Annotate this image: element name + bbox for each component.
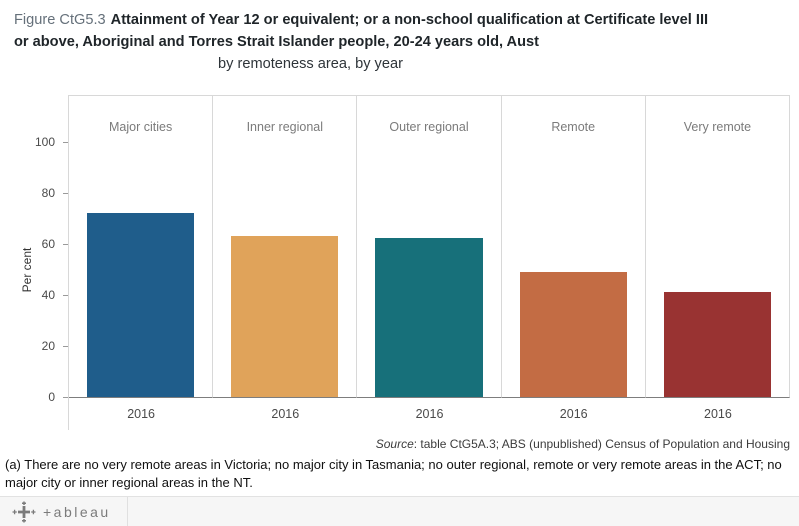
chart-subtitle: by remoteness area, by year [218, 56, 403, 72]
panel-major-cities: Major cities 2016 [69, 96, 214, 430]
panel-header: Very remote [646, 96, 791, 143]
panel-remote: Remote 2016 [501, 96, 646, 430]
panel-header: Major cities [69, 96, 214, 143]
bar-very-remote[interactable] [663, 292, 772, 397]
y-tick-label: 20 [41, 339, 69, 353]
panel-inner-regional: Inner regional 2016 [213, 96, 358, 430]
source-note: Source: table CtG5A.3; ABS (unpublished)… [376, 437, 790, 451]
y-axis-title: Per cent [20, 247, 34, 293]
y-tick-label: 80 [41, 186, 69, 200]
x-axis-label: 2016 [127, 407, 155, 421]
source-text: : table CtG5A.3; ABS (unpublished) Censu… [413, 437, 790, 451]
panel-body [69, 143, 214, 398]
x-axis-label: 2016 [704, 407, 732, 421]
panel-body [501, 143, 646, 398]
y-tick-label: 100 [34, 135, 69, 149]
panel-header: Inner regional [213, 96, 358, 143]
bar-remote[interactable] [519, 272, 627, 397]
x-axis-label: 2016 [271, 407, 300, 421]
y-tick-label: 0 [48, 390, 68, 404]
title-text-2: or above, Aboriginal and Torres Strait I… [14, 34, 539, 50]
figure-number: Figure CtG5.3 [14, 12, 106, 28]
footnote: (a) There are no very remote areas in Vi… [5, 457, 782, 490]
y-tick-label: 60 [41, 237, 69, 251]
source-label: Source [375, 437, 414, 451]
plot-area: Major cities 2016 Inner regional 2016 Outer … [68, 95, 791, 430]
y-axis: Per cent 0 20 40 60 80 100 [0, 95, 69, 404]
tableau-logo[interactable]: +ableau [0, 497, 128, 526]
tableau-wordmark: +ableau [43, 503, 111, 520]
bar-inner-regional[interactable] [231, 236, 339, 397]
y-tick-label: 40 [41, 288, 69, 302]
x-axis-label: 2016 [559, 407, 588, 421]
panel-body [213, 143, 358, 398]
panel-body [645, 143, 791, 398]
bar-major-cities[interactable] [86, 213, 195, 397]
title-line-1: Figure CtG5.3 Attainment of Year 12 or eq… [14, 9, 794, 31]
panel-very-remote: Very remote 2016 [645, 96, 791, 430]
panel-header: Remote [502, 96, 646, 143]
title-text-1: Attainment of Year 12 or equivalent; or … [110, 12, 709, 28]
bar-outer-regional[interactable] [375, 237, 483, 397]
panel-header: Outer regional [357, 96, 502, 143]
footer-bar: +ableau [0, 496, 799, 526]
panel-body [357, 143, 502, 398]
tableau-logo-icon [12, 501, 36, 522]
panel-outer-regional: Outer regional 2016 [357, 96, 502, 430]
x-axis-label: 2016 [415, 407, 444, 421]
chart-title: Figure CtG5.3 Attainment of Year 12 or eq… [14, 9, 794, 75]
